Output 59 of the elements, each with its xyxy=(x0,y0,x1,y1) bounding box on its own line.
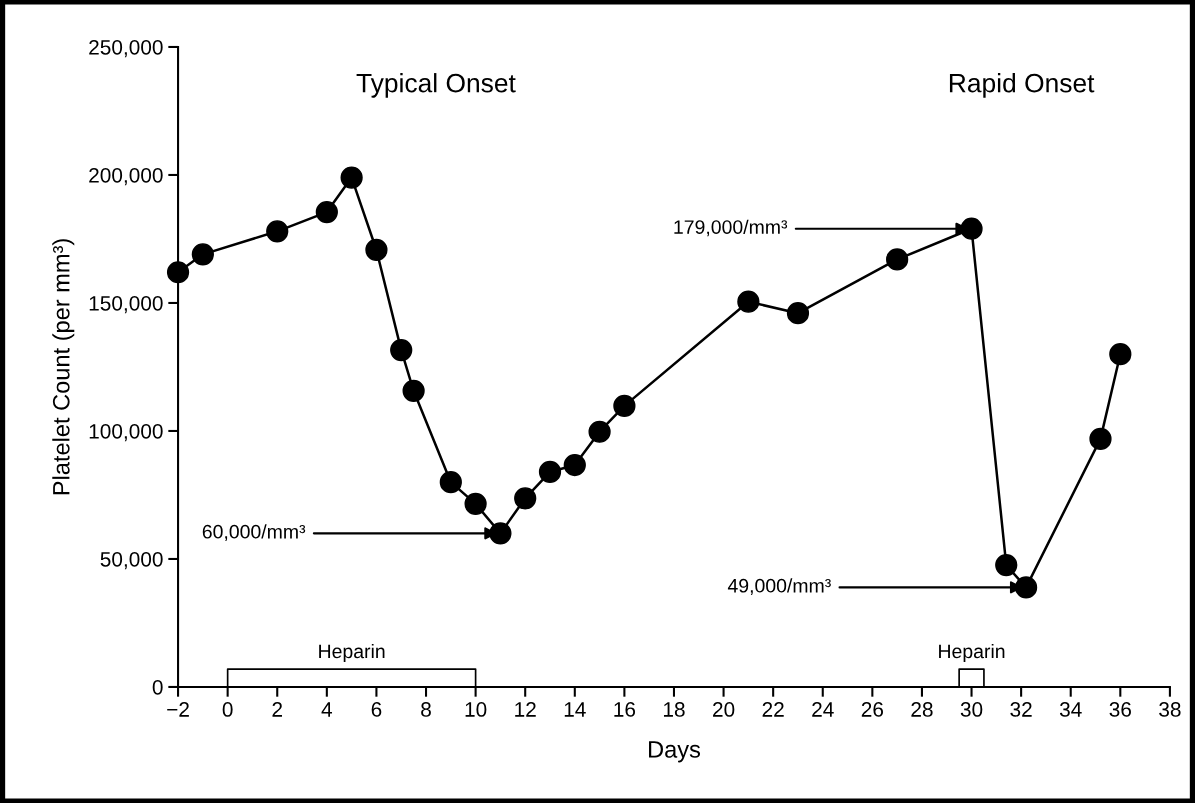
x-tick-label: 8 xyxy=(421,702,431,717)
point xyxy=(390,338,413,362)
point xyxy=(588,420,611,443)
point xyxy=(995,554,1018,577)
point xyxy=(315,200,338,224)
x-tick-label: 36 xyxy=(1109,702,1131,717)
x-tick-label: 6 xyxy=(371,702,382,717)
x-tick-label: 4 xyxy=(321,702,333,717)
annotation: 49,000/mm³ xyxy=(727,578,831,595)
point xyxy=(737,290,760,313)
x-tick-label: 14 xyxy=(564,702,586,717)
point xyxy=(489,522,512,545)
y-tick-label: 0 xyxy=(152,679,163,695)
point xyxy=(563,453,586,477)
point xyxy=(538,460,562,484)
annotation: 179,000/mm³ xyxy=(674,219,788,237)
x-axis-title: Days xyxy=(649,741,701,763)
x-tick-label: 22 xyxy=(762,702,784,717)
annotation: Typical Onset xyxy=(356,73,516,98)
x-tick-label: 34 xyxy=(1059,702,1082,717)
point xyxy=(191,243,214,266)
x-tick-label: 2 xyxy=(272,702,282,717)
y-tick-label: 200,000 xyxy=(89,167,163,186)
y-tick-label: 50,000 xyxy=(100,551,163,570)
point xyxy=(402,379,425,402)
x-tick-label: 32 xyxy=(1010,702,1032,717)
point xyxy=(514,487,537,510)
point xyxy=(1089,427,1112,451)
annotation: Rapid Onset xyxy=(949,73,1095,98)
point xyxy=(786,302,810,325)
y-tick-label: 250,000 xyxy=(89,39,163,58)
x-tick-label: 28 xyxy=(911,702,933,717)
point xyxy=(613,394,636,417)
point xyxy=(1014,576,1038,599)
annotation: Heparin xyxy=(939,643,1005,663)
x-tick-label: 18 xyxy=(663,702,685,717)
x-tick-label: 12 xyxy=(515,702,536,717)
point xyxy=(340,166,363,189)
y-axis-title: Platelet Count (per mm³) xyxy=(52,239,75,495)
annotation: Heparin xyxy=(319,643,385,663)
x-tick-label: 0 xyxy=(222,702,233,717)
point xyxy=(365,238,388,262)
point xyxy=(886,248,909,271)
x-tick-label: 30 xyxy=(960,702,983,717)
annotation: 60,000/mm³ xyxy=(202,524,306,541)
point xyxy=(439,471,462,494)
x-tick-label: 20 xyxy=(713,702,735,717)
x-tick-label: 38 xyxy=(1159,702,1181,717)
y-tick-label: 100,000 xyxy=(89,423,163,442)
x-tick-label: −2 xyxy=(167,702,189,717)
x-tick-label: 26 xyxy=(861,702,884,717)
point xyxy=(1109,343,1132,366)
point xyxy=(464,492,487,516)
x-tick-label: 10 xyxy=(465,702,487,717)
point xyxy=(960,217,983,240)
x-tick-label: 16 xyxy=(614,702,636,717)
point xyxy=(266,220,289,243)
x-tick-label: 24 xyxy=(812,702,834,717)
y-tick-label: 150,000 xyxy=(89,295,163,314)
